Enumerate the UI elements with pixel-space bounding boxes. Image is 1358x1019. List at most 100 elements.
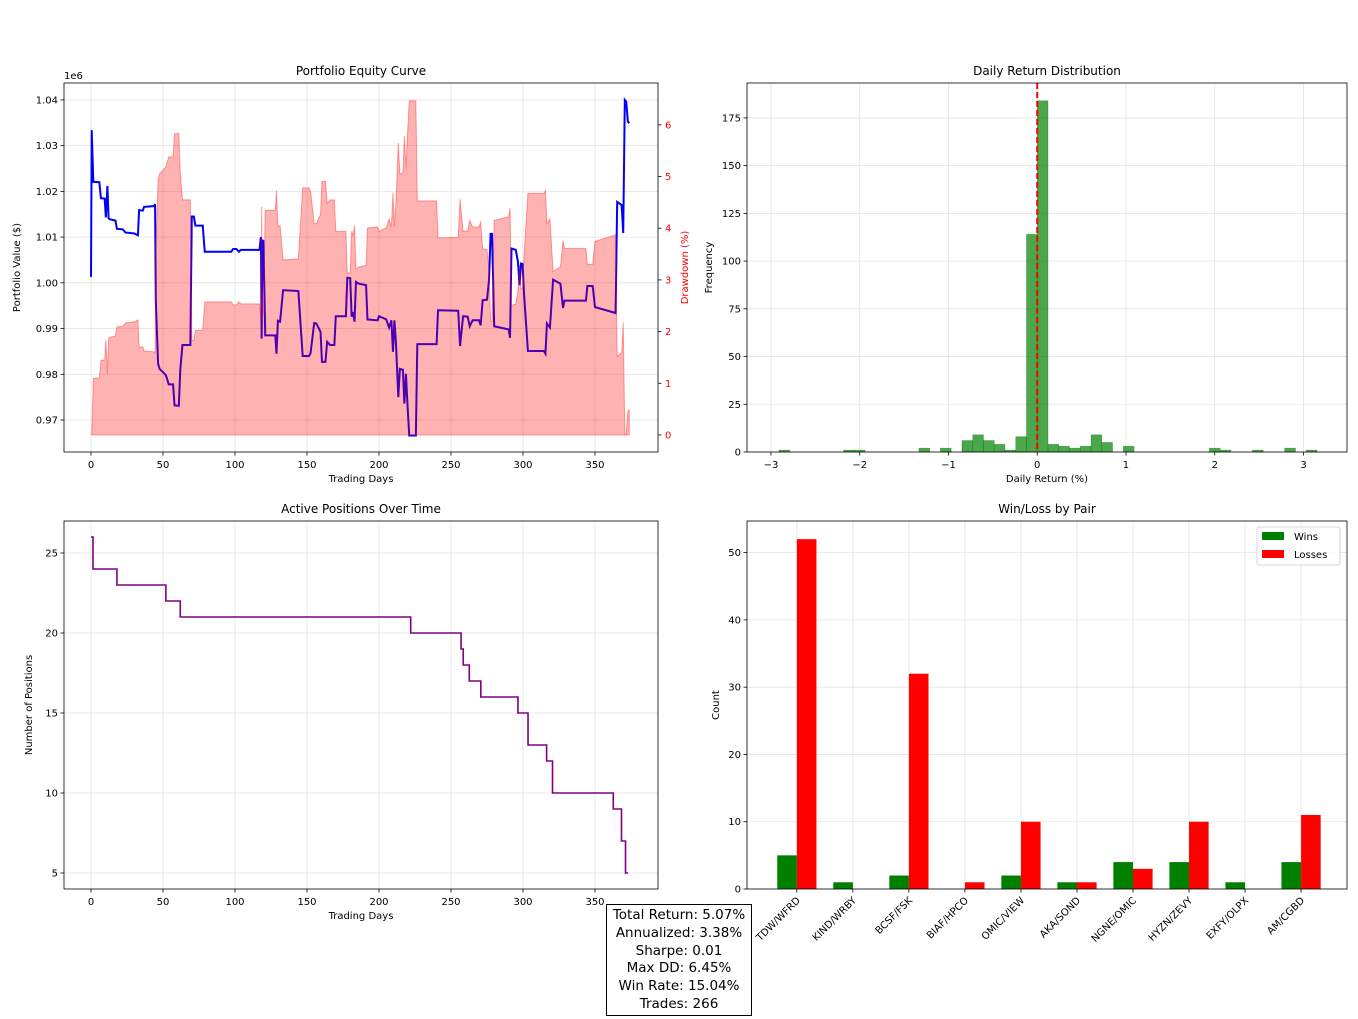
histogram-bar (1015, 436, 1027, 453)
losses-bar (1301, 814, 1321, 889)
losses-bar (908, 673, 929, 889)
x-tick-label: 2 (1212, 460, 1218, 471)
category-label: KIND/WRBY (811, 895, 860, 944)
stat-total-return: Total Return: 5.07% (612, 907, 746, 923)
x-tick-label: 150 (297, 897, 316, 908)
y-tick-label: 20 (45, 629, 58, 640)
stat-sharpe: Sharpe: 0.01 (635, 942, 723, 959)
y-tick-label: 0.97 (36, 415, 58, 426)
histogram-bar (983, 440, 995, 453)
y-tick-label: 5 (52, 869, 58, 880)
losses-bar (796, 539, 817, 889)
y-axis-label: Portfolio Value ($) (12, 223, 23, 312)
category-label: TDW/WFRD (754, 895, 803, 944)
chart-title: Portfolio Equity Curve (296, 64, 426, 78)
x-tick-label: 3 (1300, 460, 1306, 471)
y2-tick-label: 4 (665, 224, 671, 235)
y2-tick-label: 3 (665, 275, 671, 286)
wins-bar (1281, 862, 1302, 889)
y-tick-label: 1.03 (36, 141, 58, 152)
y-tick-label: 1.01 (36, 233, 58, 244)
y-tick-label: 75 (728, 304, 741, 315)
wins-bar (1001, 875, 1021, 889)
stat-annualized: Annualized: 3.38% (615, 924, 743, 941)
y-axis-label: Frequency (704, 242, 715, 294)
category-label: EXFY/OLPX (1205, 895, 1252, 942)
chart-title: Win/Loss by Pair (998, 502, 1096, 516)
x-tick-label: 250 (441, 897, 460, 908)
chart-title: Daily Return Distribution (973, 64, 1121, 78)
histogram-bar (1123, 445, 1135, 453)
x-tick-label: 350 (585, 897, 604, 908)
y2-tick-label: 1 (665, 379, 671, 390)
x-tick-label: −2 (852, 460, 867, 471)
y-tick-label: 0.99 (36, 324, 58, 335)
category-label: AKA/SOND (1038, 895, 1083, 940)
stat-win-rate: Win Rate: 15.04% (618, 978, 740, 995)
equity-frame (63, 82, 659, 453)
x-tick-label: 200 (369, 460, 388, 471)
category-label: HYZN/ZEVY (1147, 895, 1196, 944)
y-tick-label: 10 (728, 817, 741, 828)
wins-bar (1169, 862, 1190, 889)
legend-swatch (1262, 550, 1284, 558)
histogram-bar (1209, 447, 1221, 453)
legend-label: Losses (1294, 550, 1327, 561)
x-tick-label: 50 (157, 897, 170, 908)
histogram-bar (1284, 447, 1296, 453)
losses-bar (1020, 821, 1041, 889)
y-tick-label: 50 (728, 352, 741, 363)
y-tick-label: 30 (728, 683, 741, 694)
histogram-bar (1101, 442, 1113, 453)
y-tick-label: 20 (728, 750, 741, 761)
x-tick-label: 0 (1034, 460, 1040, 471)
y-tick-label: 25 (45, 549, 58, 560)
x-tick-label: 150 (297, 460, 316, 471)
y-tick-label: 25 (728, 400, 741, 411)
y-tick-label: 175 (722, 113, 741, 124)
category-label: BCSF/FSK (874, 895, 916, 937)
histogram-bar (993, 444, 1006, 453)
legend: Wins Losses (1256, 526, 1341, 566)
winloss-frame (746, 520, 1348, 890)
y-offset-label: 1e6 (64, 71, 83, 82)
y-tick-label: 15 (45, 709, 58, 720)
wins-bar (833, 882, 853, 889)
y2-axis-label: Drawdown (%) (680, 231, 691, 305)
x-tick-label: 200 (369, 897, 388, 908)
category-label: AM/CGBD (1265, 895, 1307, 937)
y-tick-label: 0 (735, 448, 741, 459)
y-tick-label: 125 (722, 209, 741, 220)
category-label: BIAF/HPCO (925, 895, 971, 941)
y-tick-label: 50 (728, 548, 741, 559)
stats-box: Total Return: 5.07% Annualized: 3.38% Sh… (606, 904, 752, 1016)
y2-tick-label: 0 (665, 430, 671, 441)
x-tick-label: 300 (513, 460, 532, 471)
wins-bar (1057, 882, 1077, 889)
y-tick-label: 0.98 (36, 370, 58, 381)
x-tick-label: 50 (157, 460, 170, 471)
equity-line (90, 97, 631, 437)
losses-bar (1189, 821, 1209, 889)
histogram-bar (1036, 100, 1049, 453)
histogram-bar (1090, 434, 1103, 453)
x-axis-label: Trading Days (328, 474, 394, 485)
histogram-bar (1069, 447, 1081, 453)
y-tick-label: 1.02 (36, 187, 58, 198)
y2-tick-label: 2 (665, 327, 671, 338)
x-tick-label: 0 (88, 460, 94, 471)
stat-max-dd: Max DD: 6.45% (626, 960, 732, 977)
y-tick-label: 0 (735, 885, 741, 896)
x-tick-label: 250 (441, 460, 460, 471)
histogram-bar (972, 434, 984, 453)
legend-label: Wins (1294, 532, 1318, 543)
positions-line (91, 536, 629, 874)
category-label: OMIC/VIEW (980, 895, 1027, 942)
losses-bar (1132, 868, 1153, 889)
y-tick-label: 150 (722, 161, 741, 172)
histogram-bar (1047, 444, 1060, 453)
histogram-bar (961, 440, 974, 453)
y2-tick-label: 5 (665, 172, 671, 183)
y-axis-label: Number of Positions (24, 655, 35, 755)
wins-bar (777, 855, 797, 889)
